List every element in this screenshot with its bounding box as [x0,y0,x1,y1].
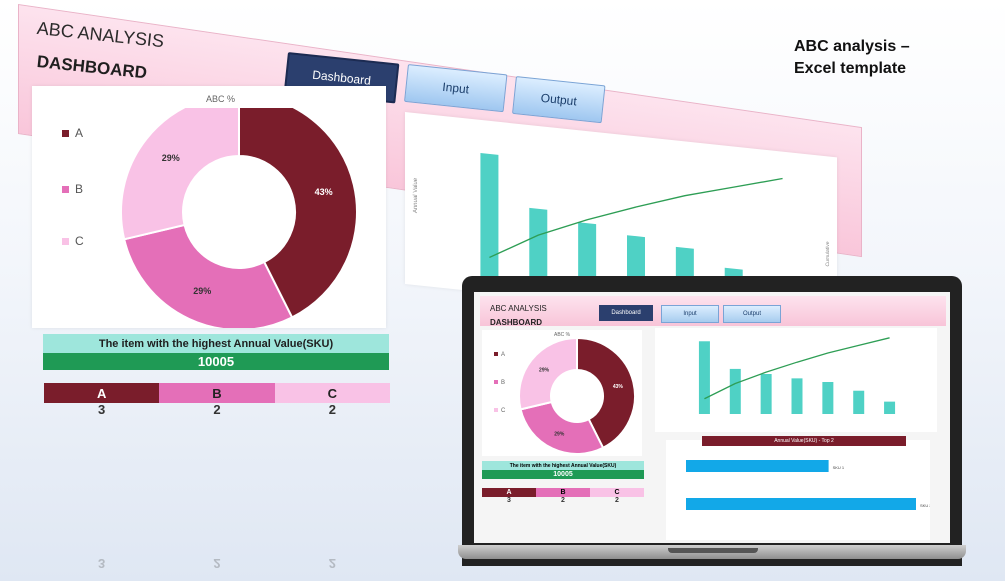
count-c: 2 [328,402,336,417]
screen-header: ABC ANALYSIS DASHBOARD Dashboard Input O… [480,296,946,327]
band-a: A [44,383,160,403]
pareto-bar [853,390,865,414]
donut-label-a: 43% [315,187,333,197]
cumulative-line [489,177,783,259]
screen-count-b: 2 [561,497,565,504]
y-axis-label: Annual Value [413,177,419,213]
legend-item-a: A [62,126,83,140]
band-b: B [159,383,275,403]
donut-slice-a [238,108,358,319]
screen-output-button[interactable]: Output [723,305,781,323]
screen-donut-title: ABC % [554,332,571,338]
y2-axis-label: Cumulative [825,241,831,267]
donut-label-c: 29% [162,153,180,163]
screen-abc-counts: 3 2 2 [482,497,644,504]
top2-bar [686,498,916,510]
pareto-bar [698,341,710,414]
pareto-bar [822,382,834,414]
abc-counts: 3 2 2 [44,402,390,417]
screen-dashboard-button[interactable]: Dashboard [599,305,653,321]
screen-highest-value: 10005 [482,470,644,479]
donut-slice-b [122,223,294,328]
donut-slice-b [519,400,605,455]
laptop-notch [668,548,758,553]
highest-value-label: The item with the highest Annual Value(S… [43,334,389,353]
screen-band-c: C [590,488,644,497]
donut-chart: 43% 29% 29% [120,108,358,328]
screen-pareto-panel [655,328,937,432]
top2-bar-label: SKU 1 [833,465,845,470]
donut-title: ABC % [206,94,236,104]
pareto-bar [480,153,499,286]
screen-pareto-chart [698,337,896,414]
pareto-bar [884,401,896,414]
cumulative-line [704,337,890,400]
screen-legend-b: B [494,380,505,386]
pareto-bar [729,368,741,414]
screen-top2-chart: SKU 1 SKU 2 [686,460,932,510]
donut-label-c: 29% [539,368,550,374]
screen-legend-c: C [494,408,505,414]
top2-bar-label: SKU 2 [920,503,930,508]
screen-subtitle: DASHBOARD [490,318,542,327]
screen-band-a: A [482,488,536,497]
top2-bar [686,460,829,472]
screen-donut-chart: 43% 29% 29% [518,338,636,455]
screen-top2-panel: SKU 1 SKU 2 [666,440,932,540]
count-b: 2 [213,402,221,417]
screen-count-c: 2 [615,497,619,504]
screen-input-button[interactable]: Input [661,305,719,323]
screen-donut-panel: ABC % A B C 43% 29% 29% [482,330,642,456]
donut-label-a: 43% [613,384,624,390]
donut-panel: ABC % A B C 43% 29% 29% [32,86,386,328]
pareto-bar [760,374,772,414]
abc-band: A B C [44,383,390,403]
donut-label-b: 29% [554,432,565,438]
screen-band-b: B [536,488,590,497]
legend-item-c: C [62,234,84,248]
donut-slice-c [518,338,578,411]
legend-item-b: B [62,182,83,196]
donut-slice-a [576,338,636,450]
laptop-screen: ABC ANALYSIS DASHBOARD Dashboard Input O… [474,292,950,543]
band-c: C [274,383,390,403]
highest-value: 10005 [43,353,389,370]
screen-legend-a: A [494,352,505,358]
screen-highest-value-label: The item with the highest Annual Value(S… [482,461,644,470]
donut-label-b: 29% [193,286,211,296]
pareto-bar [791,378,803,414]
caption: ABC analysis – Excel template [794,38,910,77]
screen-top2-title: Annual Value(SKU) - Top 2 [702,436,906,446]
screen-abc-band: A B C [482,488,644,497]
screen-title: ABC ANALYSIS [490,304,547,313]
pareto-bar [529,207,548,291]
count-a: 3 [98,402,106,417]
screen-count-a: 3 [507,497,511,504]
donut-slice-c [120,108,240,241]
